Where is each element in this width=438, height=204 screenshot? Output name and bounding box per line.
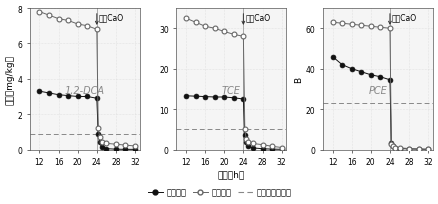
Legend: 粘质粉土, 粉质粘土, 土壤修复目标值: 粘质粉土, 粉质粘土, 土壤修复目标值 bbox=[144, 184, 294, 200]
Text: 1,2-DCA: 1,2-DCA bbox=[65, 86, 105, 96]
Text: 添加CaO: 添加CaO bbox=[99, 13, 124, 22]
Text: 添加CaO: 添加CaO bbox=[245, 13, 270, 22]
Text: TCE: TCE bbox=[222, 86, 240, 96]
Y-axis label: 浓度（mg/kg）: 浓度（mg/kg） bbox=[6, 54, 14, 104]
Y-axis label: B: B bbox=[293, 76, 302, 82]
X-axis label: 时间（h）: 时间（h） bbox=[217, 169, 244, 178]
Text: 添加CaO: 添加CaO bbox=[391, 13, 416, 22]
Text: PCE: PCE bbox=[368, 86, 386, 96]
